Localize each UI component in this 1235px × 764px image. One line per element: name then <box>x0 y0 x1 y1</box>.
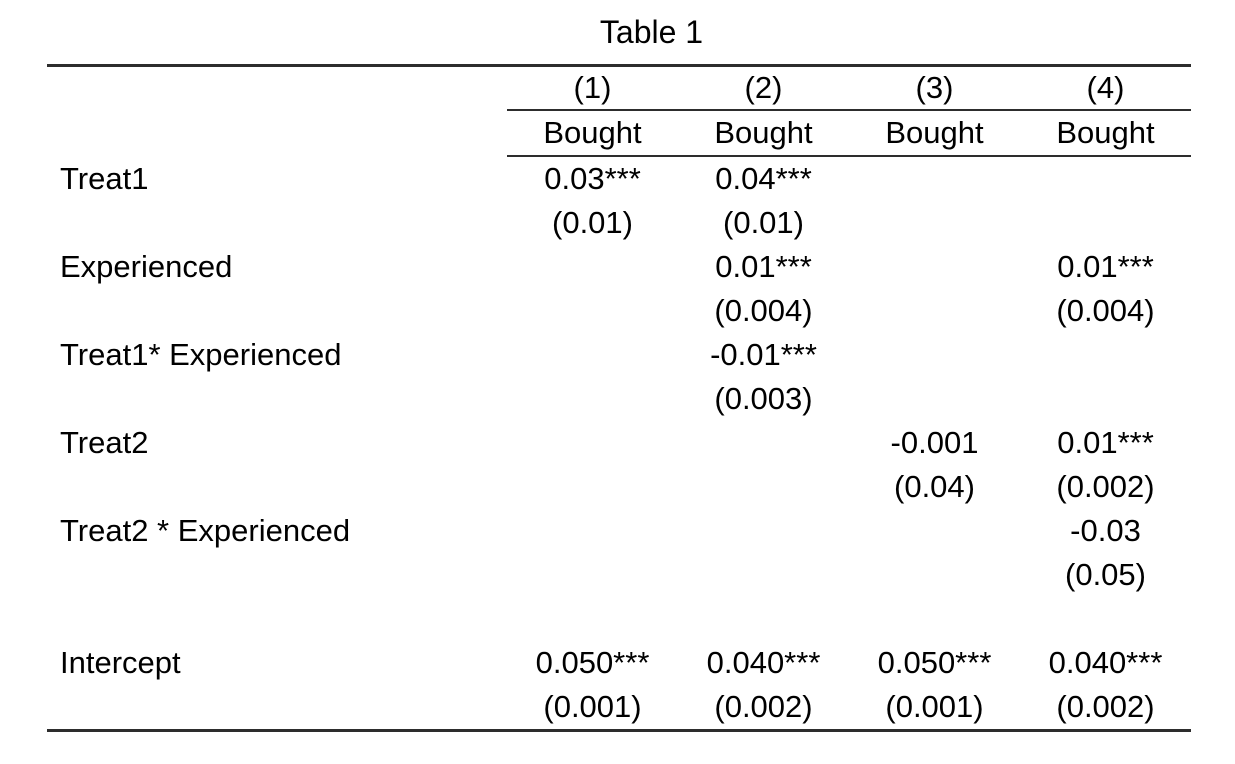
coefficient-row: Intercept 0.050*** 0.040*** 0.050*** 0.040**… <box>47 641 1191 685</box>
coefficient-value <box>1020 333 1191 377</box>
coefficient-value <box>849 333 1020 377</box>
spacer-row <box>47 597 1191 641</box>
coefficient-row: Treat1* Experienced -0.01*** <box>47 333 1191 377</box>
regression-table: (1) (2) (3) (4) Bought Bought Bought Bou… <box>47 64 1191 732</box>
coefficient-value: 0.04*** <box>715 161 812 196</box>
coefficient-value <box>1020 157 1191 201</box>
standard-error-value <box>507 377 678 421</box>
variable-label: Intercept <box>60 645 181 680</box>
standard-error-value: (0.05) <box>1065 557 1146 592</box>
standard-error-value: (0.002) <box>714 689 813 724</box>
dependent-variable: Bought <box>678 111 849 157</box>
dependent-variable: Bought <box>1020 111 1191 157</box>
coefficient-value: 0.01*** <box>1057 249 1154 284</box>
standard-error-value: (0.004) <box>714 293 813 328</box>
standard-error-value: (0.01) <box>552 205 633 240</box>
table-title: Table 1 <box>599 13 704 50</box>
standard-error-value: (0.04) <box>894 469 975 504</box>
standard-error-value: (0.002) <box>1056 469 1155 504</box>
standard-error-row: (0.01) (0.01) <box>47 201 1191 245</box>
variable-label: Treat1* Experienced <box>60 337 342 372</box>
standard-error-row: (0.003) <box>47 377 1191 421</box>
variable-label <box>47 465 507 509</box>
variable-label: Experienced <box>60 249 233 284</box>
variable-label <box>47 201 507 245</box>
standard-error-value: (0.01) <box>723 205 804 240</box>
variable-label <box>47 377 507 421</box>
standard-error-value <box>849 289 1020 333</box>
standard-error-value <box>849 553 1020 597</box>
standard-error-row: (0.004) (0.004) <box>47 289 1191 333</box>
coefficient-value: 0.01*** <box>715 249 812 284</box>
standard-error-value <box>678 553 849 597</box>
standard-error-value: (0.001) <box>885 689 984 724</box>
coefficient-value: -0.03 <box>1070 513 1141 548</box>
coefficient-row: Treat2 -0.001 0.01*** <box>47 421 1191 465</box>
standard-error-row: (0.001) (0.002) (0.001) (0.002) <box>47 685 1191 729</box>
coefficient-value: 0.040*** <box>706 645 821 680</box>
table-body: Treat1 0.03*** 0.04*** (0.01) (0.01) Experien… <box>47 157 1191 729</box>
variable-label: Treat2 * Experienced <box>60 513 351 548</box>
coefficient-value <box>507 421 678 465</box>
variable-label <box>47 553 507 597</box>
standard-error-row: (0.04) (0.002) <box>47 465 1191 509</box>
coefficient-value: 0.050*** <box>877 645 992 680</box>
dependent-variable-row: Bought Bought Bought Bought <box>47 111 1191 157</box>
standard-error-row: (0.05) <box>47 553 1191 597</box>
standard-error-value <box>507 553 678 597</box>
standard-error-value <box>1020 377 1191 421</box>
variable-label <box>47 685 507 729</box>
header-label-cell <box>47 111 507 157</box>
coefficient-value: -0.01*** <box>710 337 817 372</box>
standard-error-value <box>678 465 849 509</box>
coefficient-value: 0.040*** <box>1048 645 1163 680</box>
coefficient-value <box>507 245 678 289</box>
coefficient-value <box>678 421 849 465</box>
dependent-variable: Bought <box>507 111 678 157</box>
standard-error-value: (0.004) <box>1056 293 1155 328</box>
coefficient-row: Experienced 0.01*** 0.01*** <box>47 245 1191 289</box>
model-number: (4) <box>1020 67 1191 111</box>
standard-error-value: (0.003) <box>714 381 813 416</box>
standard-error-value <box>849 201 1020 245</box>
variable-label: Treat1 <box>60 161 149 196</box>
standard-error-value <box>507 289 678 333</box>
coefficient-value: 0.03*** <box>544 161 641 196</box>
standard-error-value <box>507 465 678 509</box>
model-number: (2) <box>678 67 849 111</box>
dependent-variable: Bought <box>849 111 1020 157</box>
table-title-row: Table 1 <box>0 0 1235 64</box>
coefficient-value <box>849 245 1020 289</box>
standard-error-value <box>1020 201 1191 245</box>
coefficient-value <box>849 509 1020 553</box>
coefficient-row: Treat1 0.03*** 0.04*** <box>47 157 1191 201</box>
coefficient-row: Treat2 * Experienced -0.03 <box>47 509 1191 553</box>
coefficient-value <box>507 509 678 553</box>
coefficient-value: 0.050*** <box>535 645 650 680</box>
standard-error-value <box>849 377 1020 421</box>
coefficient-value <box>678 509 849 553</box>
standard-error-value: (0.002) <box>1056 689 1155 724</box>
coefficient-value <box>507 333 678 377</box>
model-number: (3) <box>849 67 1020 111</box>
variable-label <box>47 289 507 333</box>
standard-error-value: (0.001) <box>543 689 642 724</box>
model-number-row: (1) (2) (3) (4) <box>47 67 1191 111</box>
variable-label: Treat2 <box>60 425 149 460</box>
header-label-cell <box>47 67 507 111</box>
coefficient-value: -0.001 <box>890 425 979 460</box>
model-number: (1) <box>507 67 678 111</box>
coefficient-value: 0.01*** <box>1057 425 1154 460</box>
coefficient-value <box>849 157 1020 201</box>
